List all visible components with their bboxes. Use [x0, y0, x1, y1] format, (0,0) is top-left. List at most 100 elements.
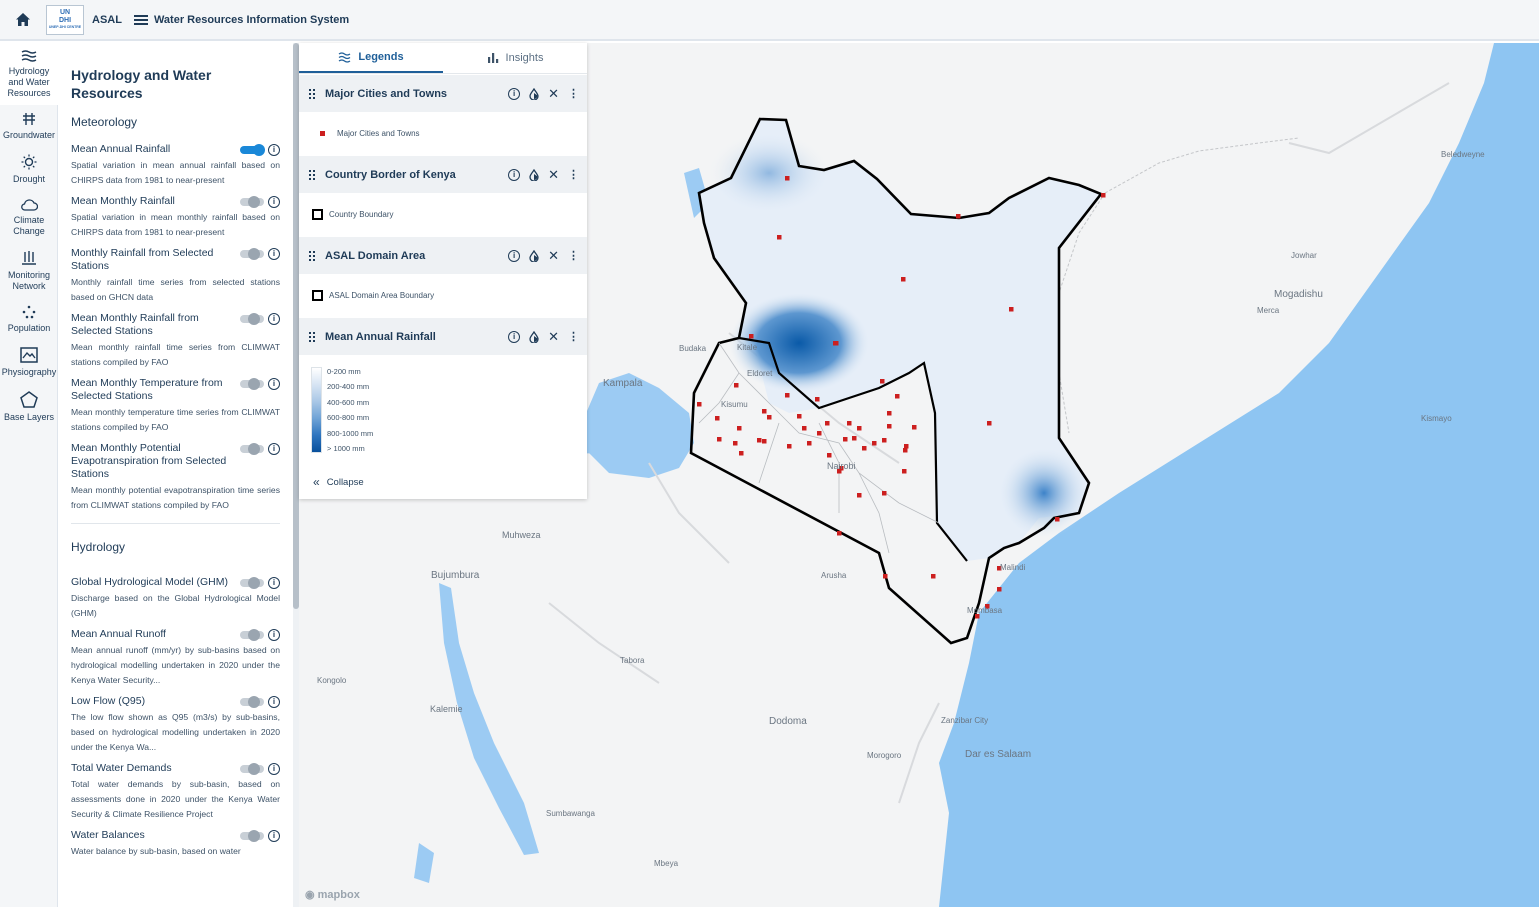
city-point[interactable] — [843, 437, 848, 442]
info-icon[interactable]: i — [268, 144, 280, 156]
menu-icon[interactable] — [133, 14, 148, 25]
scrollbar-thumb[interactable] — [293, 43, 299, 609]
city-point[interactable] — [882, 491, 887, 496]
city-point[interactable] — [837, 531, 842, 536]
city-point[interactable] — [717, 437, 722, 442]
city-point[interactable] — [797, 414, 802, 419]
layer-toggle[interactable] — [240, 144, 265, 156]
city-point[interactable] — [997, 587, 1002, 592]
layer-toggle[interactable] — [240, 378, 264, 390]
layer-toggle[interactable] — [240, 196, 264, 208]
city-point[interactable] — [862, 446, 867, 451]
rail-item-monitoring-network[interactable]: Monitoring Network — [0, 243, 58, 298]
close-icon[interactable]: ✕ — [548, 247, 559, 263]
city-point[interactable] — [734, 383, 739, 388]
rail-item-physiography[interactable]: Physiography — [0, 340, 58, 384]
layer-toggle[interactable] — [240, 830, 264, 842]
home-button[interactable] — [0, 0, 46, 40]
city-point[interactable] — [883, 574, 888, 579]
city-point[interactable] — [715, 416, 720, 421]
city-point[interactable] — [857, 493, 862, 498]
city-point[interactable] — [815, 397, 820, 402]
city-point[interactable] — [880, 379, 885, 384]
city-point[interactable] — [1009, 307, 1014, 312]
drag-handle-icon[interactable] — [309, 88, 317, 99]
opacity-drop-icon[interactable] — [529, 168, 539, 181]
rail-item-groundwater[interactable]: Groundwater — [0, 105, 58, 147]
drag-handle-icon[interactable] — [309, 169, 317, 180]
info-icon[interactable]: i — [508, 330, 521, 343]
layer-toggle[interactable] — [240, 577, 264, 589]
info-icon[interactable]: i — [508, 168, 521, 181]
city-point[interactable] — [762, 439, 767, 444]
info-icon[interactable]: i — [268, 378, 280, 390]
city-point[interactable] — [975, 614, 980, 619]
city-point[interactable] — [887, 411, 892, 416]
city-point[interactable] — [1101, 193, 1106, 198]
mapbox-attribution[interactable]: ◉ mapbox — [305, 889, 360, 901]
city-point[interactable] — [817, 431, 822, 436]
rail-item-population[interactable]: Population — [0, 298, 58, 340]
info-icon[interactable]: i — [268, 577, 280, 589]
city-point[interactable] — [872, 441, 877, 446]
city-point[interactable] — [757, 438, 762, 443]
city-point[interactable] — [807, 441, 812, 446]
city-point[interactable] — [985, 604, 990, 609]
city-point[interactable] — [857, 426, 862, 431]
city-point[interactable] — [802, 426, 807, 431]
city-point[interactable] — [931, 574, 936, 579]
city-point[interactable] — [882, 438, 887, 443]
city-point[interactable] — [987, 421, 992, 426]
city-point[interactable] — [901, 277, 906, 282]
close-icon[interactable]: ✕ — [548, 328, 559, 344]
city-point[interactable] — [739, 451, 744, 456]
tab-insights[interactable]: Insights — [443, 43, 587, 73]
rail-item-hydrology[interactable]: Hydrology and Water Resources — [0, 43, 58, 105]
city-point[interactable] — [777, 235, 782, 240]
city-point[interactable] — [737, 426, 742, 431]
more-vertical-icon[interactable]: ⋮ — [568, 250, 579, 262]
opacity-drop-icon[interactable] — [529, 249, 539, 262]
layer-toggle[interactable] — [240, 443, 264, 455]
rail-item-drought[interactable]: Drought — [0, 147, 58, 191]
city-point[interactable] — [839, 466, 844, 471]
legend-layer-mean-annual-rainfall[interactable]: Mean Annual Rainfall i ✕ ⋮ — [299, 318, 587, 355]
info-icon[interactable]: i — [268, 830, 280, 842]
info-icon[interactable]: i — [268, 696, 280, 708]
city-point[interactable] — [785, 176, 790, 181]
layer-toggle[interactable] — [240, 763, 264, 775]
city-point[interactable] — [997, 566, 1002, 571]
info-icon[interactable]: i — [508, 87, 521, 100]
city-point[interactable] — [1055, 517, 1060, 522]
city-point[interactable] — [785, 393, 790, 398]
map-canvas[interactable]: Beledweyne Jowhar Mogadishu Merca Kismayo Bud… — [299, 43, 1539, 907]
city-point[interactable] — [912, 425, 917, 430]
panel-scrollbar[interactable] — [293, 43, 299, 907]
close-icon[interactable]: ✕ — [548, 166, 559, 182]
city-point[interactable] — [827, 453, 832, 458]
city-point[interactable] — [762, 409, 767, 414]
city-point[interactable] — [733, 441, 738, 446]
legend-layer-asal-domain-area[interactable]: ASAL Domain Area i ✕ ⋮ — [299, 237, 587, 274]
info-icon[interactable]: i — [268, 313, 280, 325]
opacity-drop-icon[interactable] — [529, 87, 539, 100]
city-point[interactable] — [767, 415, 772, 420]
city-point[interactable] — [787, 444, 792, 449]
info-icon[interactable]: i — [268, 629, 280, 641]
more-vertical-icon[interactable]: ⋮ — [568, 169, 579, 181]
layer-toggle[interactable] — [240, 313, 264, 325]
drag-handle-icon[interactable] — [309, 331, 317, 342]
city-point[interactable] — [956, 214, 961, 219]
city-point[interactable] — [847, 421, 852, 426]
info-icon[interactable]: i — [268, 248, 280, 260]
drag-handle-icon[interactable] — [309, 250, 317, 261]
more-vertical-icon[interactable]: ⋮ — [568, 88, 579, 100]
rail-item-climate-change[interactable]: Climate Change — [0, 191, 58, 243]
city-point[interactable] — [895, 394, 900, 399]
layer-toggle[interactable] — [240, 248, 264, 260]
city-point[interactable] — [837, 469, 842, 474]
legend-layer-major-cities-and-towns[interactable]: Major Cities and Towns i ✕ ⋮ — [299, 75, 587, 112]
info-icon[interactable]: i — [268, 763, 280, 775]
info-icon[interactable]: i — [268, 443, 280, 455]
info-icon[interactable]: i — [508, 249, 521, 262]
